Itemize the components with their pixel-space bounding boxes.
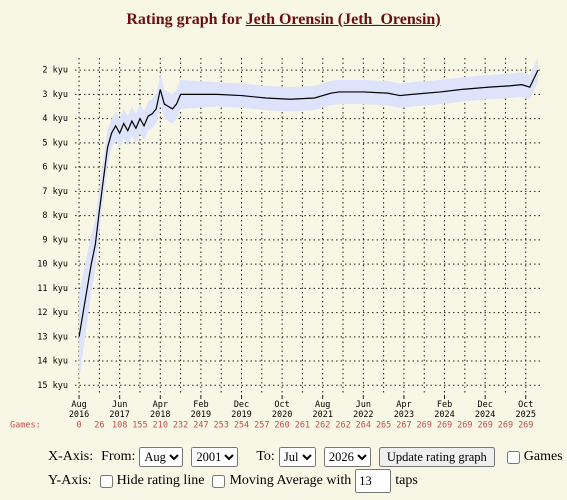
games-count: 108 xyxy=(112,421,127,431)
x-tick-label: Apr 2023 xyxy=(394,400,414,420)
label: Y-Axis: xyxy=(48,473,92,488)
to-year[interactable]: 2026 xyxy=(323,447,371,467)
games-count: 264 xyxy=(356,421,371,431)
from-year[interactable]: 2001 xyxy=(191,447,239,467)
games-checkbox[interactable] xyxy=(506,450,520,464)
y-tick-label: 10 kyu xyxy=(37,260,68,270)
games-count: 269 xyxy=(518,421,533,431)
y-tick-label: 2 kyu xyxy=(42,66,68,76)
games-count: 254 xyxy=(234,421,249,431)
y-axis-controls: Y-Axis: Hide rating line Moving Average … xyxy=(48,469,418,493)
games-count: 269 xyxy=(437,421,452,431)
x-tick-label: Feb 2024 xyxy=(434,400,454,420)
update-button[interactable]: Update rating graph xyxy=(378,447,495,467)
rating-band xyxy=(79,58,538,381)
label: Games xyxy=(523,449,563,464)
x-axis-controls: X-Axis: From: Aug 2001 To: Jul 2026 Upda… xyxy=(48,447,563,467)
title-prefix: Rating graph for xyxy=(126,11,242,28)
y-tick-label: 3 kyu xyxy=(42,90,68,100)
from-month[interactable]: Aug xyxy=(139,447,184,467)
y-tick-label: 7 kyu xyxy=(42,187,68,197)
y-tick-label: 14 kyu xyxy=(37,357,68,367)
games-count: 26 xyxy=(94,421,104,431)
games-count: 261 xyxy=(295,421,310,431)
y-tick-label: 11 kyu xyxy=(37,284,68,294)
games-count: 265 xyxy=(376,421,391,431)
y-tick-label: 15 kyu xyxy=(37,381,68,391)
x-tick-label: Dec 2019 xyxy=(231,400,251,420)
x-tick-label: Oct 2025 xyxy=(516,400,536,420)
games-count: 155 xyxy=(132,421,147,431)
games-count: 269 xyxy=(417,421,432,431)
x-tick-label: Apr 2018 xyxy=(150,400,170,420)
games-count: 247 xyxy=(193,421,208,431)
label: X-Axis: xyxy=(48,449,94,464)
moving-average-checkbox[interactable] xyxy=(212,474,226,488)
y-tick-label: 13 kyu xyxy=(37,332,68,342)
x-tick-label: Feb 2019 xyxy=(191,400,211,420)
y-tick-label: 9 kyu xyxy=(42,235,68,245)
x-tick-label: Oct 2020 xyxy=(272,400,292,420)
y-tick-label: 8 kyu xyxy=(42,211,68,221)
games-count: 0 xyxy=(76,421,81,431)
to-month[interactable]: Jul xyxy=(278,447,316,467)
hide-line-checkbox[interactable] xyxy=(99,474,113,488)
label: taps xyxy=(395,473,418,488)
y-tick-label: 6 kyu xyxy=(42,163,68,173)
games-count: 232 xyxy=(173,421,188,431)
y-tick-label: 4 kyu xyxy=(42,114,68,124)
x-tick-label: Dec 2024 xyxy=(475,400,495,420)
x-tick-label: Aug 2021 xyxy=(312,400,332,420)
games-count: 267 xyxy=(396,421,411,431)
label: To: xyxy=(256,449,275,464)
games-count: 262 xyxy=(315,421,330,431)
label: Moving Average with xyxy=(229,473,352,488)
y-tick-label: 5 kyu xyxy=(42,138,68,148)
games-count: 260 xyxy=(274,421,289,431)
label: Hide rating line xyxy=(116,473,205,488)
games-count: 210 xyxy=(153,421,168,431)
games-count: 269 xyxy=(498,421,513,431)
title: Rating graph for Jeth Orensin (Jeth_Oren… xyxy=(0,11,567,29)
player-link[interactable]: Jeth Orensin (Jeth_Orensin) xyxy=(245,11,441,28)
y-tick-label: 12 kyu xyxy=(37,308,68,318)
rating-line xyxy=(78,69,539,337)
games-count: 269 xyxy=(457,421,472,431)
x-tick-label: Jun 2022 xyxy=(353,400,373,420)
x-tick-label: Aug 2016 xyxy=(69,400,89,420)
games-label: Games: xyxy=(10,421,41,431)
games-count: 269 xyxy=(477,421,492,431)
chart: 2 kyu 3 kyu 4 kyu 5 kyu 6 kyu 7 kyu 8 kyu 9 kyu… xyxy=(10,58,542,431)
games-count: 262 xyxy=(335,421,350,431)
games-count: 257 xyxy=(254,421,269,431)
label: From: xyxy=(101,449,136,464)
x-tick-label: Jun 2017 xyxy=(109,400,129,420)
taps-input[interactable] xyxy=(355,469,392,493)
games-count: 253 xyxy=(214,421,229,431)
